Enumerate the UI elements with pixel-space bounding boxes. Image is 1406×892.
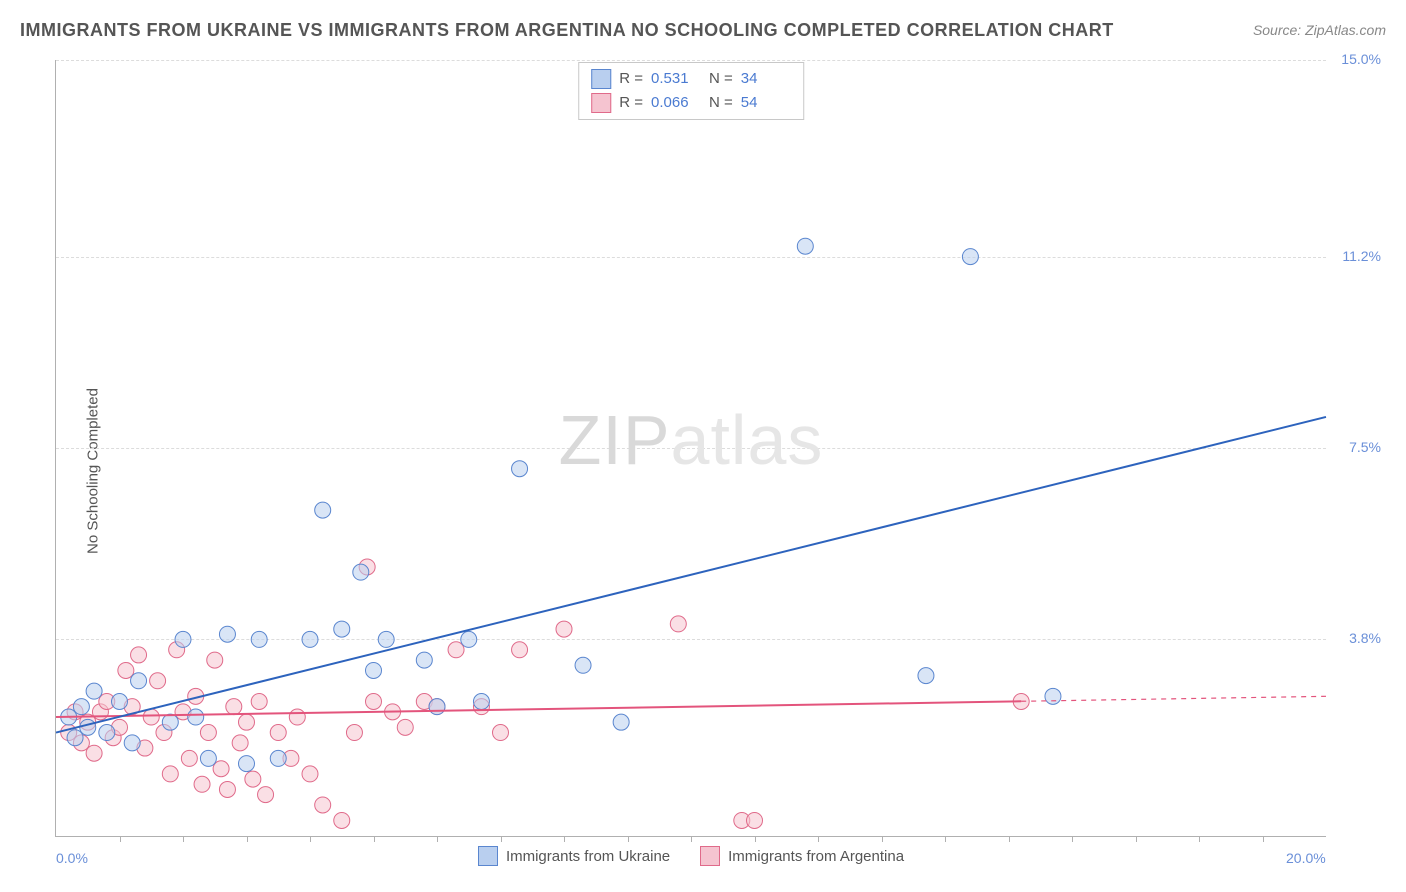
source-attribution: Source: ZipAtlas.com [1253,22,1386,38]
n-label: N = [709,67,733,91]
series-legend: Immigrants from Ukraine Immigrants from … [56,846,1326,866]
r-value-ukraine: 0.531 [651,67,701,91]
y-tick-label: 3.8% [1349,630,1381,646]
correlation-legend: R = 0.531 N = 34 R = 0.066 N = 54 [578,62,804,120]
legend-item-ukraine: Immigrants from Ukraine [478,846,670,866]
regression-line [56,701,1021,717]
y-tick-label: 7.5% [1349,439,1381,455]
n-value-argentina: 54 [741,91,791,115]
chart-title: IMMIGRANTS FROM UKRAINE VS IMMIGRANTS FR… [20,20,1114,41]
regression-line [56,417,1326,733]
r-value-argentina: 0.066 [651,91,701,115]
n-value-ukraine: 34 [741,67,791,91]
legend-label-ukraine: Immigrants from Ukraine [506,848,670,865]
legend-label-argentina: Immigrants from Argentina [728,848,904,865]
n-label: N = [709,91,733,115]
x-tick-label: 0.0% [56,850,88,866]
regression-lines-layer [56,60,1326,836]
legend-item-argentina: Immigrants from Argentina [700,846,904,866]
legend-row-ukraine: R = 0.531 N = 34 [591,67,791,91]
y-tick-label: 15.0% [1341,51,1381,67]
r-label: R = [619,67,643,91]
swatch-argentina-icon [591,93,611,113]
x-tick-label: 20.0% [1286,850,1326,866]
r-label: R = [619,91,643,115]
swatch-ukraine-icon [591,69,611,89]
legend-row-argentina: R = 0.066 N = 54 [591,91,791,115]
plot-area: ZIPatlas R = 0.531 N = 34 R = 0.066 N = … [55,60,1326,837]
swatch-argentina-icon [700,846,720,866]
swatch-ukraine-icon [478,846,498,866]
y-tick-label: 11.2% [1342,248,1381,264]
regression-line-extrapolated [1021,696,1326,701]
